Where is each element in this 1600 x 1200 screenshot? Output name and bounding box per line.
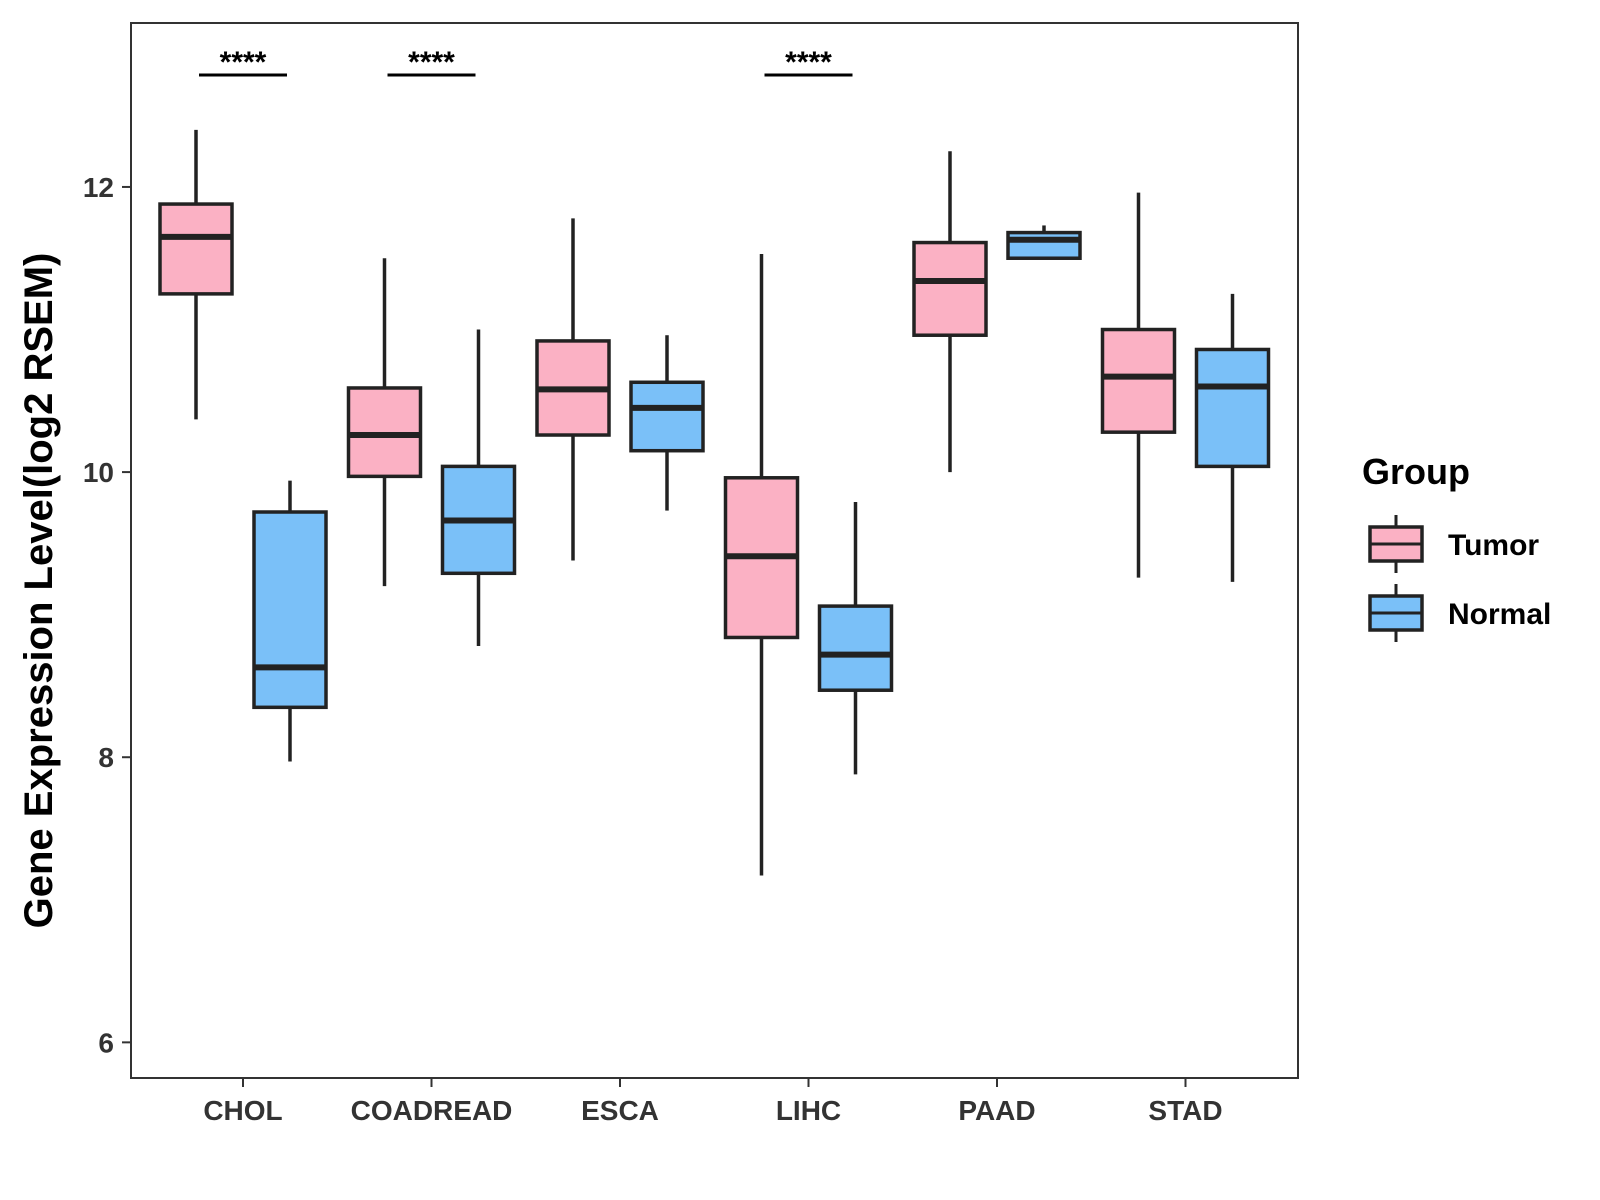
box-normal-esca [629,335,705,511]
y-tick-label: 12 [83,172,114,203]
box-iqr [158,202,234,296]
x-tick-label: ESCA [581,1095,659,1126]
box-tumor-lihc [723,253,800,876]
x-tick-label: COADREAD [351,1095,513,1126]
x-tick-label: CHOL [203,1095,282,1126]
box-tumor-stad [1100,192,1177,578]
box-tumor-coadread [346,258,423,587]
significance-chol: **** [199,46,287,79]
box-iqr [1006,230,1082,260]
box-iqr [817,604,894,692]
significance-label: **** [785,46,832,79]
legend-title: Group [1362,451,1470,492]
y-tick-label: 6 [98,1027,114,1058]
box-iqr [1194,347,1271,469]
box-iqr [912,240,988,337]
legend-label: Tumor [1448,529,1539,562]
significance-layer: **** **** **** [199,46,853,79]
significance-coadread: **** [387,46,476,79]
boxes-layer [158,129,1271,876]
box-iqr [1100,327,1177,434]
x-axis: CHOL COADREAD ESCA LIHC PAAD STAD [203,1078,1223,1126]
significance-lihc: **** [764,46,853,79]
y-tick-label: 10 [83,457,114,488]
legend: Group Tumor Normal [1362,451,1551,642]
significance-label: **** [220,46,267,79]
y-axis: 6 8 10 12 [83,172,131,1058]
significance-label: **** [408,46,455,79]
y-axis-title: Gene Expression Level(log2 RSEM) [17,253,61,929]
legend-item-tumor: Tumor [1368,515,1539,573]
box-iqr [629,380,705,453]
box-normal-stad [1194,293,1271,582]
plot-panel-border [130,22,1299,1079]
x-tick-label: STAD [1148,1095,1222,1126]
box-tumor-chol [158,129,234,420]
x-tick-label: LIHC [776,1095,841,1126]
x-tick-label: PAAD [958,1095,1035,1126]
legend-label: Normal [1448,598,1551,631]
box-tumor-paad [912,151,988,473]
legend-item-normal: Normal [1368,584,1551,642]
box-iqr [252,510,328,710]
box-normal-chol [252,480,328,762]
box-normal-lihc [817,502,894,775]
box-normal-paad [1006,225,1082,260]
y-tick-label: 8 [98,742,114,773]
box-tumor-esca [535,218,611,561]
box-normal-coadread [440,329,517,647]
